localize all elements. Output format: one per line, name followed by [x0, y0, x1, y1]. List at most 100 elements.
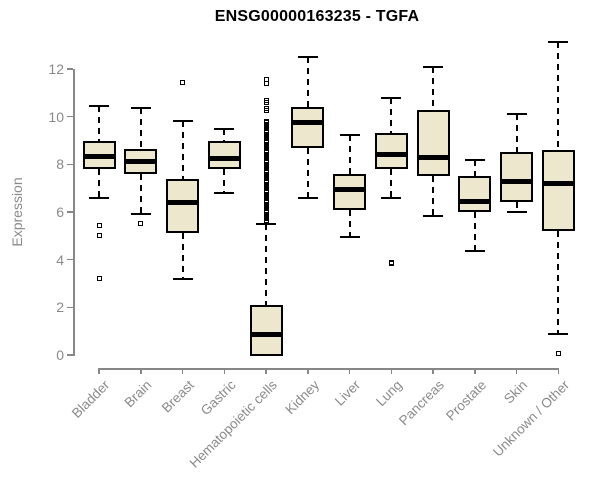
box-pancreas — [416, 109, 450, 177]
category-label-prostate: Prostate — [442, 377, 489, 424]
median-line-brain — [124, 159, 158, 165]
box-hematopoietic-cells — [249, 304, 283, 357]
whisker-lower-liver — [348, 209, 351, 238]
y-tick-mark — [67, 258, 73, 261]
y-tick-mark — [67, 306, 73, 309]
median-line-prostate — [458, 198, 492, 204]
median-line-bladder — [82, 153, 116, 159]
whisker-cap-low-gastric — [214, 191, 235, 194]
whisker-lower-brain — [139, 173, 142, 215]
whisker-cap-high-prostate — [464, 158, 485, 161]
whisker-lower-bladder — [98, 169, 100, 198]
box-lung — [374, 133, 408, 170]
median-line-breast — [166, 199, 200, 205]
whisker-upper-kidney — [306, 57, 309, 108]
x-tick-mark — [265, 368, 267, 374]
whisker-lower-gastric — [223, 169, 226, 193]
x-tick-mark — [432, 368, 434, 374]
whisker-lower-prostate — [473, 212, 476, 252]
whisker-upper-brain — [139, 108, 142, 149]
outlier-point — [96, 233, 102, 239]
category-label-breast: Breast — [158, 377, 197, 416]
x-axis-line — [98, 368, 560, 370]
whisker-cap-high-breast — [172, 120, 193, 123]
y-tick-mark — [67, 163, 73, 166]
median-line-hematopoietic-cells — [249, 332, 283, 338]
category-label-lung: Lung — [373, 377, 406, 410]
category-label-unknown-other: Unknown / Other — [490, 377, 573, 460]
x-tick-mark — [140, 368, 142, 374]
y-tick-label: 12 — [48, 61, 64, 78]
y-tick-label: 4 — [56, 251, 64, 268]
outlier-point — [263, 97, 269, 103]
median-line-kidney — [291, 120, 325, 126]
whisker-cap-low-kidney — [297, 196, 318, 199]
whisker-cap-high-skin — [506, 113, 527, 116]
whisker-upper-liver — [348, 134, 351, 174]
median-line-unknown-other — [541, 180, 575, 186]
chart-title: ENSG00000163235 - TGFA — [214, 8, 420, 25]
whisker-cap-low-unknown-other — [548, 332, 569, 335]
y-tick-label: 6 — [56, 204, 64, 221]
x-tick-mark — [515, 368, 518, 374]
whisker-lower-breast — [181, 233, 184, 279]
outlier-point — [138, 221, 144, 227]
whisker-upper-hematopoietic-cells — [265, 223, 268, 305]
box-breast — [166, 178, 200, 234]
x-tick-mark — [223, 368, 226, 374]
category-label-brain: Brain — [121, 377, 155, 411]
whisker-cap-high-gastric — [214, 127, 235, 130]
y-tick-label: 0 — [56, 347, 64, 363]
box-unknown-other — [541, 150, 575, 232]
whisker-upper-skin — [515, 114, 518, 153]
whisker-cap-low-brain — [130, 213, 151, 216]
whisker-upper-prostate — [473, 159, 476, 177]
y-tick-mark — [67, 68, 73, 70]
whisker-upper-lung — [390, 97, 393, 134]
category-label-gastric: Gastric — [197, 377, 239, 419]
category-label-kidney: Kidney — [281, 377, 322, 418]
y-tick-mark — [67, 115, 73, 118]
median-line-skin — [500, 178, 534, 184]
whisker-upper-unknown-other — [557, 41, 560, 151]
whisker-cap-low-pancreas — [423, 214, 444, 217]
whisker-lower-skin — [515, 202, 518, 213]
outlier-point — [263, 105, 269, 111]
category-label-pancreas: Pancreas — [396, 377, 448, 429]
whisker-cap-low-lung — [381, 196, 402, 199]
x-tick-mark — [390, 368, 393, 374]
box-kidney — [291, 107, 325, 148]
x-tick-mark — [474, 368, 476, 374]
outlier-point — [263, 118, 269, 124]
outlier-point — [263, 77, 269, 83]
whisker-cap-high-bladder — [89, 104, 109, 107]
median-line-lung — [374, 152, 408, 158]
whisker-lower-lung — [390, 169, 393, 198]
whisker-upper-breast — [181, 121, 184, 179]
whisker-cap-low-skin — [506, 211, 527, 214]
y-tick-label: 2 — [56, 299, 64, 316]
median-line-pancreas — [416, 154, 450, 160]
median-line-liver — [333, 186, 367, 192]
whisker-cap-low-breast — [172, 277, 193, 280]
whisker-cap-high-liver — [339, 133, 360, 136]
y-axis-title: Expression — [9, 177, 25, 247]
x-tick-mark — [181, 368, 184, 374]
whisker-cap-high-brain — [130, 107, 151, 110]
y-tick-label: 8 — [56, 156, 64, 173]
y-tick-mark — [67, 211, 73, 213]
whisker-cap-high-unknown-other — [548, 40, 569, 43]
whisker-cap-high-kidney — [297, 56, 318, 59]
outlier-point — [388, 260, 394, 266]
category-label-skin: Skin — [501, 377, 531, 407]
whisker-lower-pancreas — [432, 176, 435, 216]
whisker-cap-low-prostate — [464, 250, 485, 253]
outlier-point — [555, 351, 561, 357]
box-gastric — [207, 140, 241, 170]
whisker-upper-gastric — [223, 128, 226, 141]
box-prostate — [458, 176, 492, 212]
x-tick-mark — [557, 368, 560, 374]
category-label-bladder: Bladder — [69, 377, 113, 421]
y-axis-line — [73, 69, 75, 357]
